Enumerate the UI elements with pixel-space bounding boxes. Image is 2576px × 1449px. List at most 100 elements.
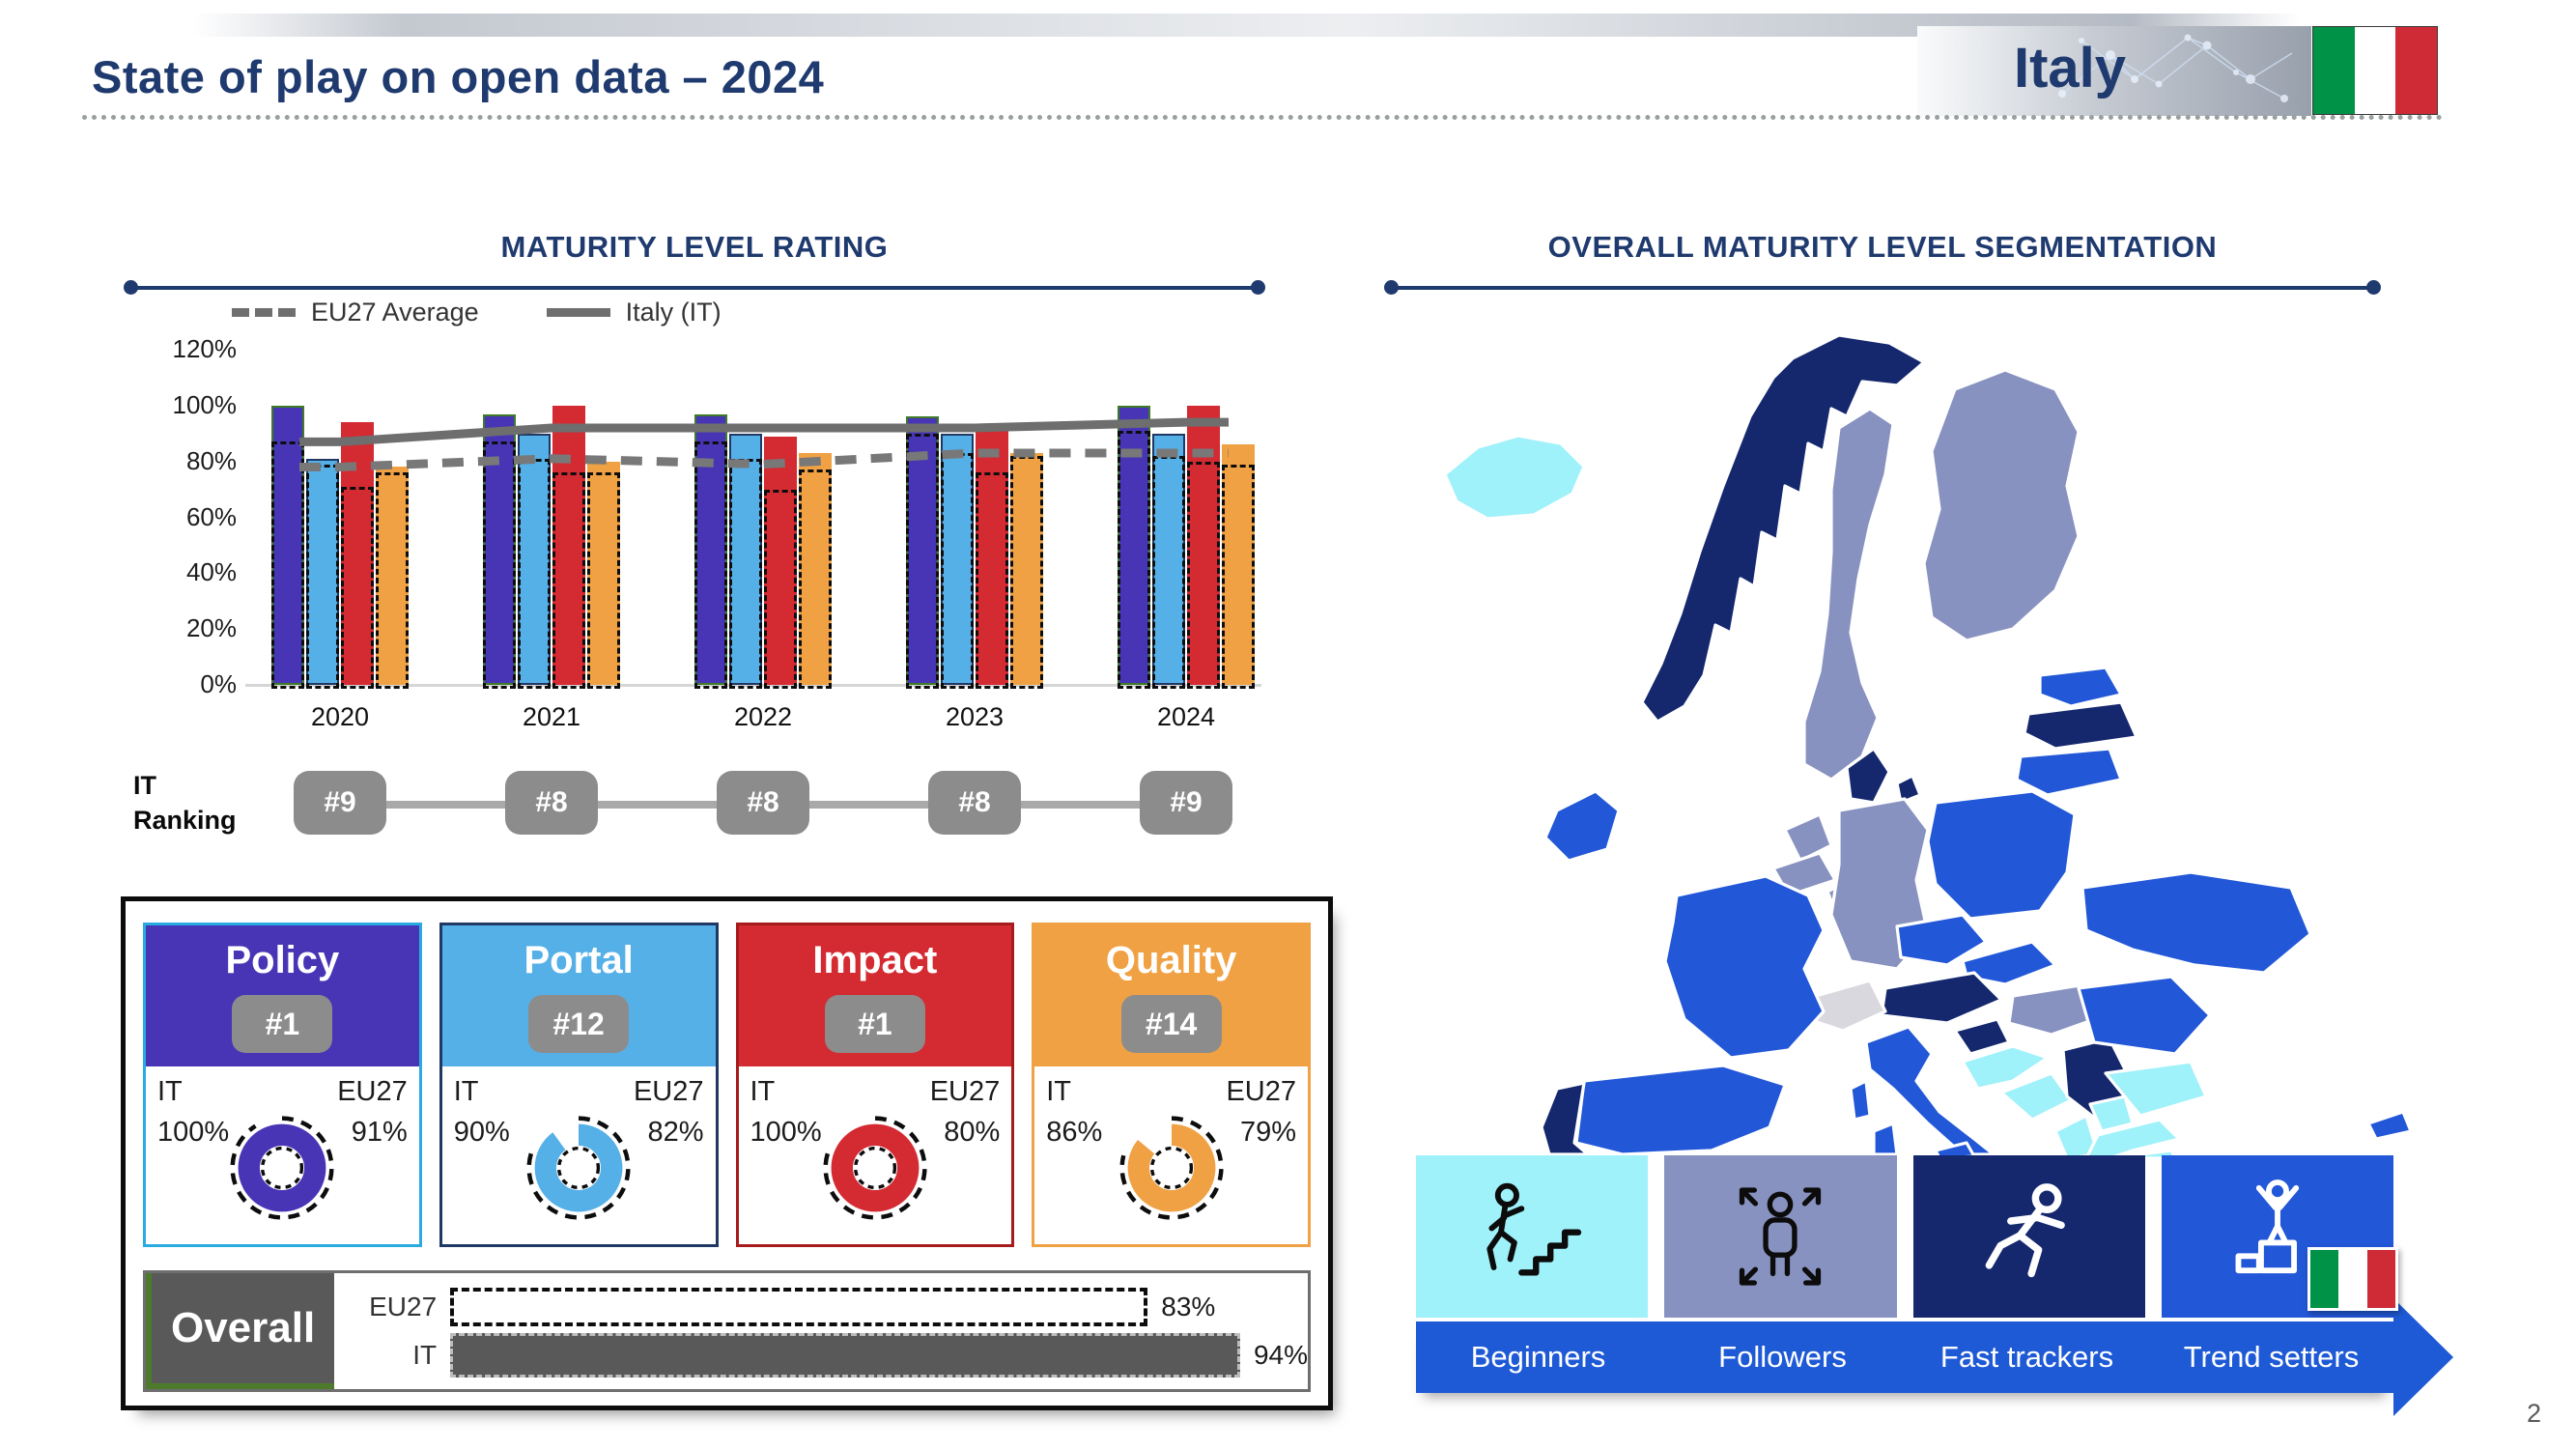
map-country-ukraine [2081, 870, 2312, 975]
ranking-label: IT Ranking [133, 771, 237, 836]
eu27-average-bar-impact-2023 [976, 472, 1008, 689]
portal-donut-chart [526, 1116, 631, 1220]
segment-label-trend-setters: Trend setters [2183, 1340, 2360, 1374]
it-value: 90% [453, 1117, 510, 1148]
map-country-czechia [1895, 913, 1988, 967]
ranking-badge-2021: #8 [505, 771, 598, 835]
map-country-austria [1880, 971, 2003, 1025]
rule-dot [124, 280, 138, 295]
y-tick-label: 60% [185, 501, 237, 531]
right-panel-heading: OVERALL MATURITY LEVEL SEGMENTATION [1547, 230, 2218, 264]
eu27-average-bar-quality-2020 [376, 472, 409, 689]
card-rank-badge: #1 [232, 995, 333, 1053]
flag-stripe-red [2395, 27, 2438, 114]
card-rank-badge: #1 [824, 995, 925, 1053]
trend-setters-italy-flag [2307, 1247, 2398, 1311]
maturity-bar-chart [245, 350, 1261, 689]
overall-bar-eu27 [450, 1288, 1148, 1326]
quality-donut-chart [1119, 1116, 1224, 1220]
year-label: 2021 [522, 702, 581, 731]
overall-bar-it [450, 1333, 1240, 1378]
it-label: IT [1046, 1076, 1072, 1107]
it-value: 100% [157, 1117, 230, 1148]
it-value-ring [238, 1123, 326, 1212]
segment-tile-followers [1664, 1155, 1897, 1318]
flag-stripe-white [2338, 1250, 2367, 1308]
map-country-north-macedonia [2088, 1094, 2135, 1133]
page-number: 2 [2527, 1399, 2542, 1428]
country-name: Italy [2014, 37, 2127, 99]
eu27-average-bar-portal-2023 [941, 453, 974, 689]
eu27-average-bar-portal-2022 [729, 458, 762, 689]
overall-row-it: IT 94% [348, 1331, 1308, 1379]
bar-quality-2022 [799, 453, 832, 685]
bar-impact-2022 [764, 436, 797, 685]
year-cluster [694, 350, 832, 689]
header-separator [82, 115, 2444, 120]
dimension-card-portal: Portal #12 IT EU27 90% 82% [439, 923, 719, 1247]
country-banner: Italy [1917, 26, 2311, 116]
card-title: Impact [812, 939, 938, 981]
eu27-value: 79% [1239, 1117, 1296, 1148]
card-title: Portal [524, 939, 634, 981]
eu27-average-bar-portal-2024 [1152, 455, 1185, 689]
card-body: IT EU27 100% 91% [146, 1070, 419, 1244]
card-rank-badge: #14 [1120, 995, 1222, 1053]
segmentation-legend-band: Beginners Followers Fast trackers Trend set… [1416, 1321, 2393, 1393]
overall-bar-value: 94% [1253, 1340, 1308, 1370]
map-country-norway [1640, 333, 1926, 724]
it-label: IT [750, 1076, 776, 1107]
x-axis-line [245, 684, 1261, 687]
eu27-average-bar-quality-2024 [1222, 464, 1255, 689]
eu27-average-bar-quality-2022 [799, 469, 832, 689]
overall-comparison: Overall EU27 83% IT 94% [143, 1270, 1311, 1392]
italy-flag [2312, 26, 2438, 115]
overall-bar-value: 83% [1161, 1292, 1216, 1321]
network-decoration [2058, 34, 2293, 102]
overall-row-label: IT [412, 1340, 438, 1370]
map-country-latvia [2023, 700, 2138, 751]
dimension-card-impact: Impact #1 IT EU27 100% 80% [735, 923, 1015, 1247]
year-label: 2024 [1156, 702, 1216, 731]
overall-row-eu27: EU27 83% [348, 1283, 1308, 1331]
map-country-ireland [1543, 789, 1621, 863]
europe-map-svg [1443, 333, 2413, 1160]
map-country-france [1663, 874, 1826, 1060]
bar-quality-2021 [587, 461, 620, 685]
europe-segmentation-map [1391, 324, 2473, 1160]
page-title: State of play on open data – 2024 [92, 51, 825, 102]
eu27-label: EU27 [929, 1076, 1001, 1107]
year-cluster [271, 350, 409, 689]
year-label: 2020 [310, 702, 370, 731]
eu27-average-bar-impact-2022 [764, 489, 797, 689]
card-body: IT EU27 86% 79% [1034, 1070, 1308, 1244]
rule-dot [1251, 280, 1265, 295]
map-country-sweden [1802, 407, 1895, 781]
card-title: Quality [1105, 939, 1237, 981]
eu27-average-bar-policy-2020 [271, 441, 304, 689]
map-country-denmark [1845, 747, 1922, 805]
it-value-ring [1127, 1123, 1216, 1212]
dimension-card-quality: Quality #14 IT EU27 86% 79% [1032, 923, 1311, 1247]
eu27-average-bar-portal-2021 [518, 458, 551, 689]
legend-item-italy: Italy (IT) [546, 298, 722, 327]
stairs-icon [1486, 1182, 1582, 1276]
dimension-cards-row: Policy #1 IT EU27 100% 91% Portal #12 IT EU27 90% 8… [143, 923, 1311, 1247]
segment-label-beginners: Beginners [1470, 1340, 1606, 1374]
eu27-label: EU27 [633, 1076, 704, 1107]
eu27-label: EU27 [337, 1076, 408, 1107]
expand-person-icon [1740, 1187, 1822, 1286]
map-country-bulgaria [2104, 1060, 2208, 1118]
left-panel-heading: MATURITY LEVEL RATING [500, 230, 889, 264]
year-cluster [1118, 350, 1255, 689]
right-panel-rule [1384, 280, 2381, 295]
map-country-romania [2077, 975, 2212, 1056]
map-country-croatia [1961, 1044, 2050, 1091]
solid-line-swatch [546, 308, 610, 317]
inner-dashed-ring [1149, 1146, 1193, 1190]
map-country-slovenia [1953, 1017, 2011, 1056]
eu27-average-bar-impact-2020 [341, 486, 374, 689]
it-label: IT [157, 1076, 183, 1107]
flag-stripe-red [2366, 1250, 2395, 1308]
map-country-spain [1574, 1064, 1787, 1156]
